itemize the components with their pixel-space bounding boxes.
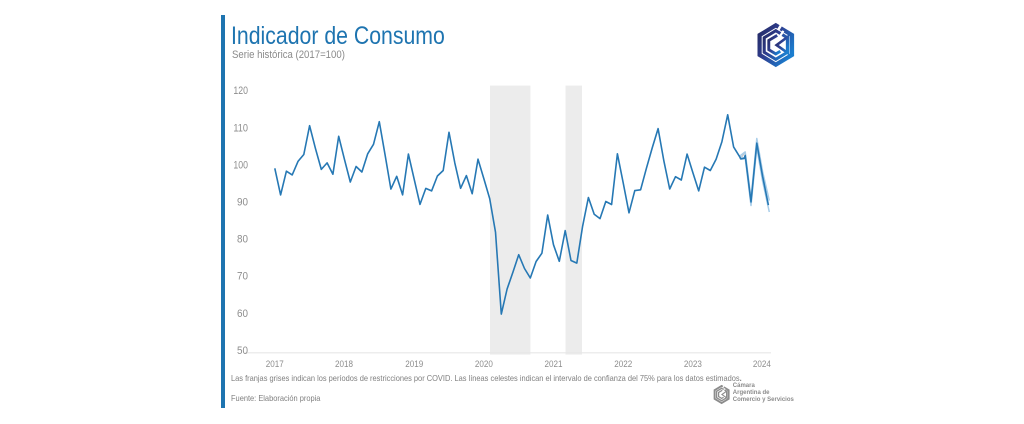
svg-text:2017: 2017 bbox=[266, 359, 284, 370]
svg-text:2024: 2024 bbox=[753, 359, 772, 370]
svg-text:60: 60 bbox=[237, 308, 248, 320]
svg-text:2023: 2023 bbox=[684, 359, 702, 370]
svg-text:50: 50 bbox=[237, 345, 248, 357]
svg-text:90: 90 bbox=[237, 197, 248, 209]
svg-text:70: 70 bbox=[237, 271, 248, 283]
svg-text:80: 80 bbox=[237, 234, 248, 246]
svg-text:2018: 2018 bbox=[335, 359, 353, 370]
svg-text:2019: 2019 bbox=[405, 359, 423, 370]
svg-text:2020: 2020 bbox=[475, 359, 493, 370]
svg-text:110: 110 bbox=[233, 122, 248, 134]
svg-text:120: 120 bbox=[233, 85, 248, 97]
svg-text:100: 100 bbox=[233, 159, 248, 171]
svg-text:2022: 2022 bbox=[614, 359, 632, 370]
svg-text:2021: 2021 bbox=[545, 359, 563, 370]
